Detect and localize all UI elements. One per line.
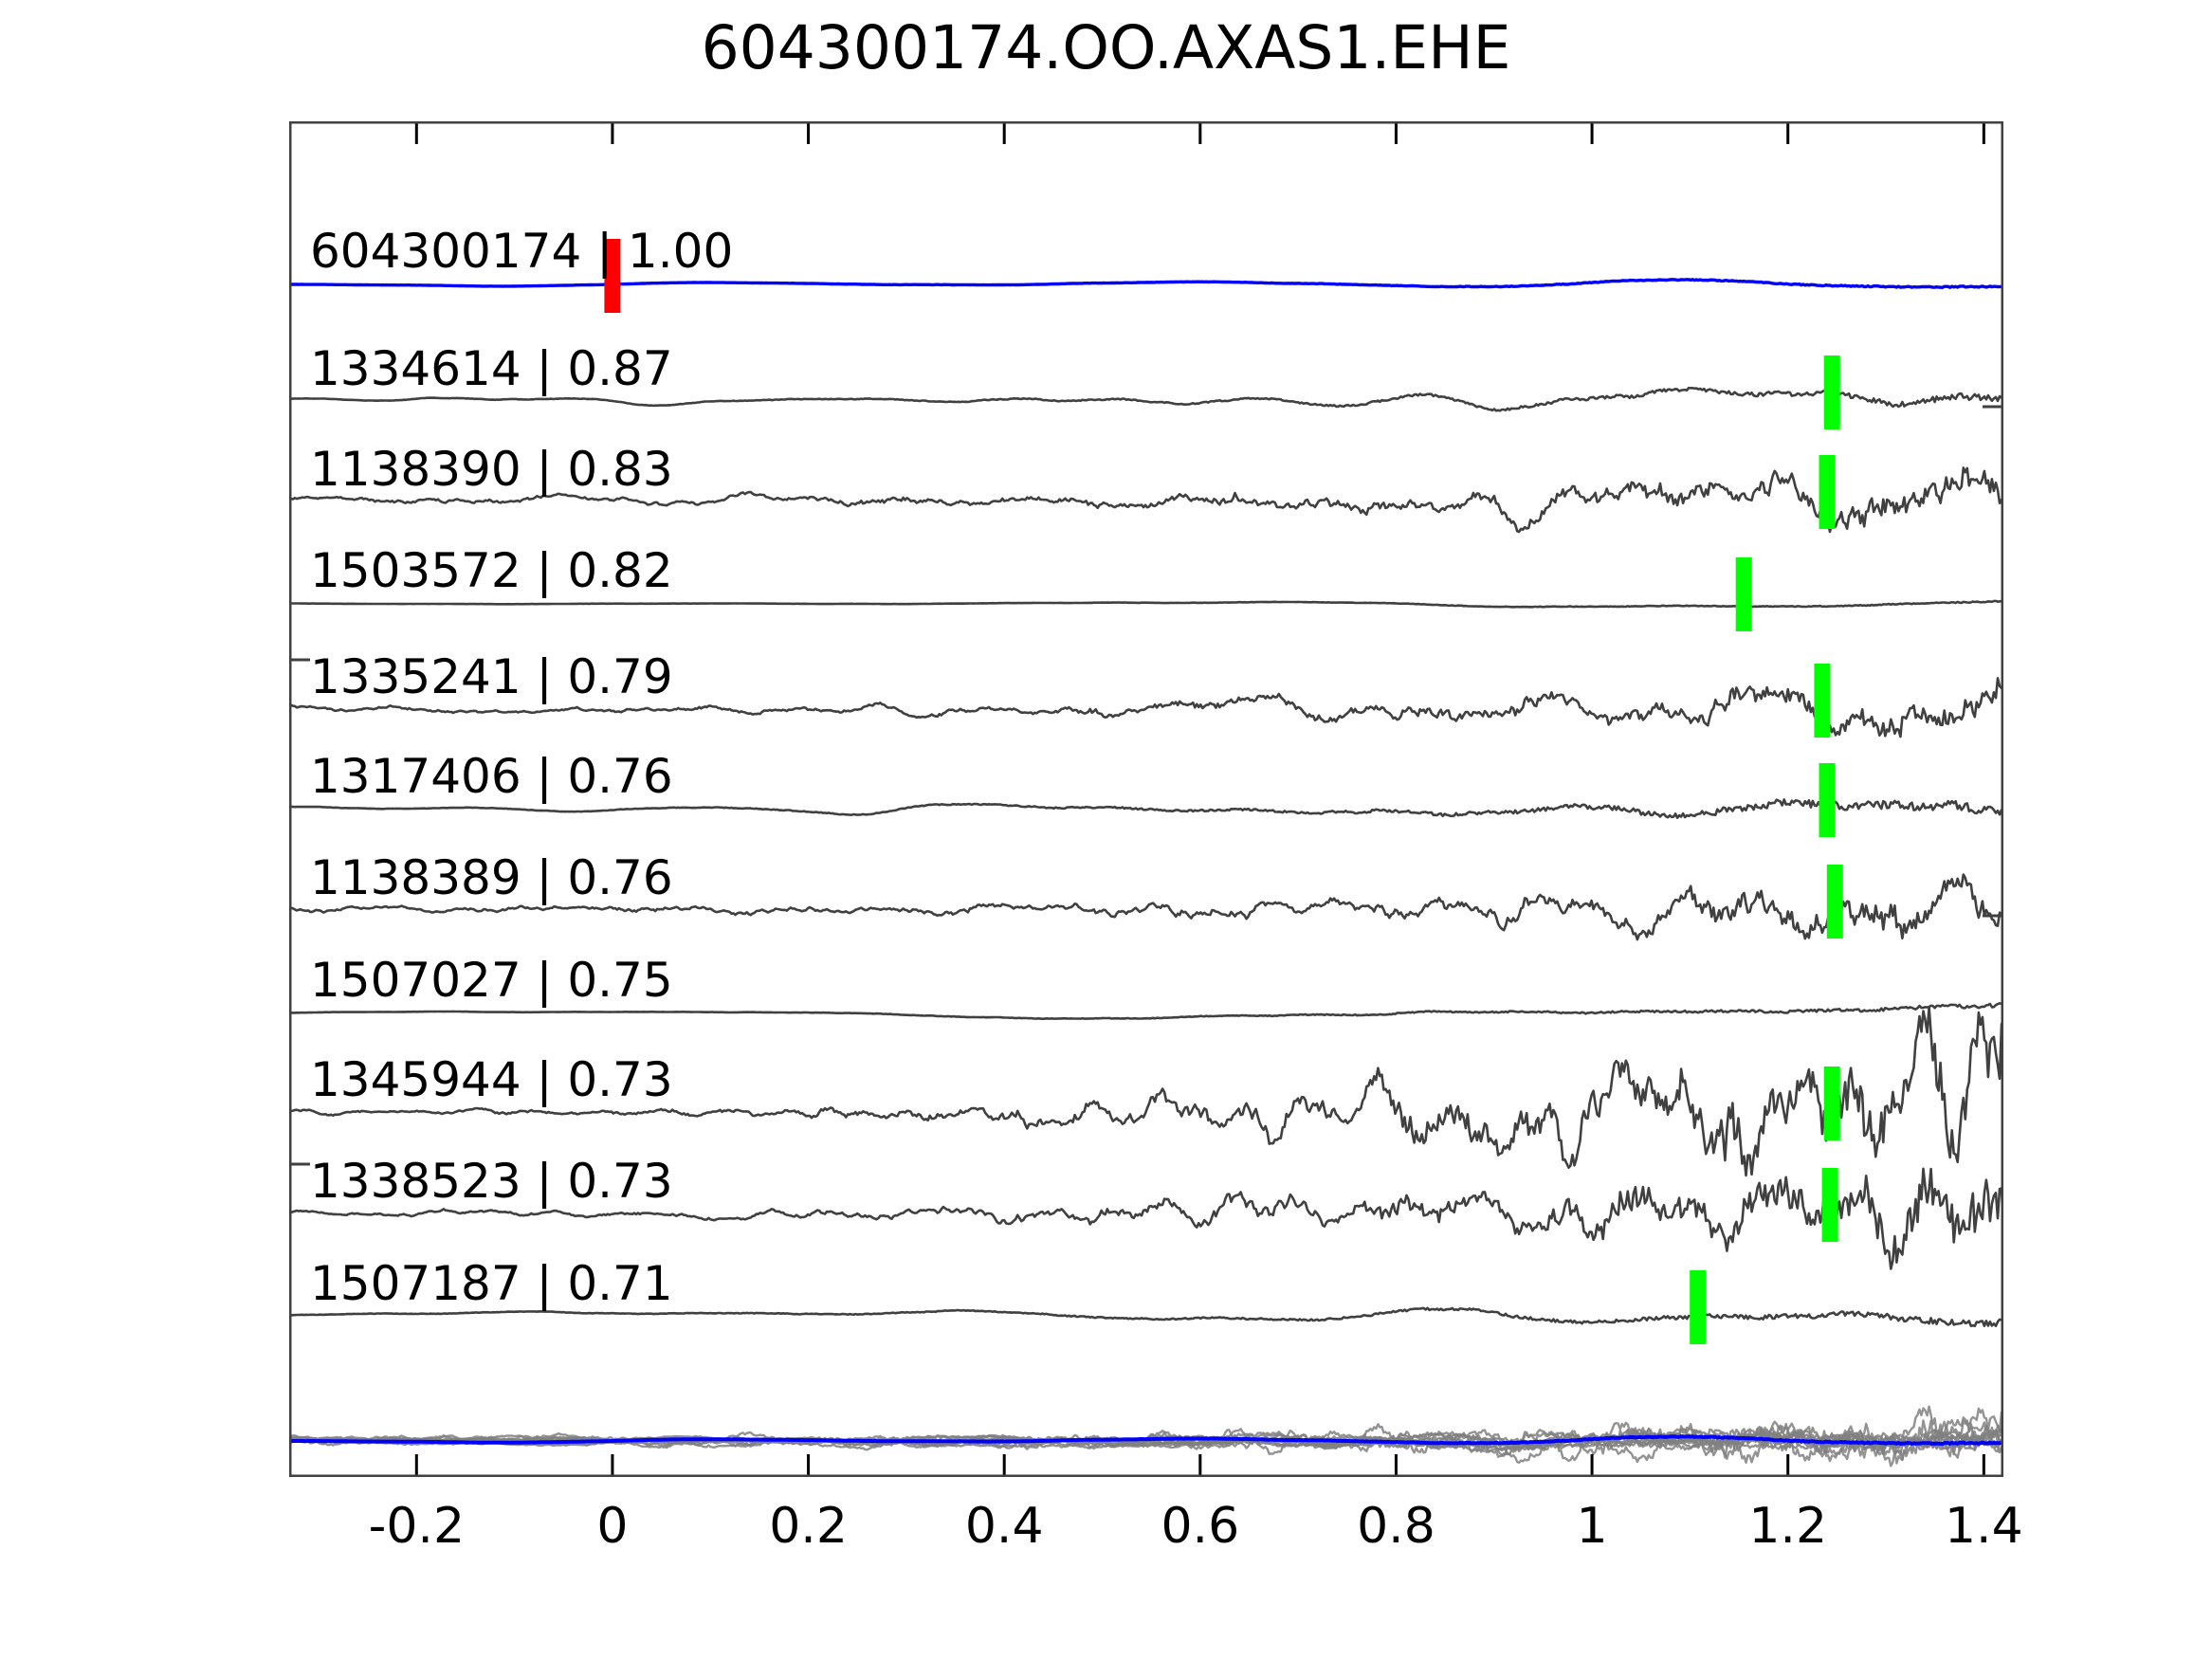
waveform-trace: [289, 386, 2003, 412]
trace-label-1345944: 1345944 | 0.73: [310, 1052, 673, 1107]
template-pick-marker: [604, 239, 621, 313]
stack-overlay-group: [289, 1405, 2003, 1468]
waveform-trace: [289, 873, 2003, 941]
trace-label-1507187: 1507187 | 0.71: [310, 1256, 673, 1311]
detection-pick-marker: [1735, 557, 1752, 631]
traces-group: [289, 278, 2003, 1328]
pick-markers-group: [604, 239, 1843, 1344]
x-tick-label: 0.6: [1161, 1498, 1240, 1555]
x-tick-label: 1.2: [1748, 1498, 1828, 1555]
trace-label-1338523: 1338523 | 0.73: [310, 1154, 673, 1209]
page-title: 604300174.OO.AXAS1.EHE: [701, 13, 1511, 82]
x-tick-label: 1.4: [1944, 1498, 2023, 1555]
waveform-trace: [289, 466, 2003, 534]
detection-pick-marker: [1823, 356, 1840, 429]
plot-frame: [289, 121, 2003, 1477]
plot-area: [289, 121, 2003, 1477]
plot-background: [289, 121, 2003, 1477]
stack-overlay-trace: [289, 1431, 2003, 1451]
x-tick-label: 0.8: [1357, 1498, 1435, 1555]
x-tick-label: 0.4: [964, 1498, 1044, 1555]
trace-label-1138390: 1138390 | 0.83: [310, 442, 673, 497]
waveform-trace: [289, 599, 2003, 609]
detection-pick-marker: [1819, 763, 1836, 837]
detection-pick-marker: [1821, 1168, 1838, 1242]
waveform-plot: [289, 121, 2003, 1477]
x-tick-label: -0.2: [368, 1498, 466, 1555]
detection-pick-marker: [1823, 1066, 1840, 1140]
waveform-trace: [289, 1002, 2003, 1020]
trace-label-1138389: 1138389 | 0.76: [310, 850, 673, 905]
waveform-trace: [289, 798, 2003, 819]
x-tick-label: 0: [596, 1498, 629, 1555]
detection-pick-marker: [1819, 455, 1836, 529]
axis-ticks-group: [414, 121, 1985, 1477]
x-tick-label: 1: [1576, 1498, 1608, 1555]
waveform-trace: [289, 1005, 2003, 1177]
detection-pick-marker: [1690, 1270, 1707, 1344]
trace-label-1317406: 1317406 | 0.76: [310, 749, 673, 804]
detection-pick-marker: [1826, 865, 1843, 939]
detection-pick-marker: [1814, 664, 1831, 738]
x-tick-label: 0.2: [769, 1498, 848, 1555]
waveform-trace: [289, 1167, 2003, 1270]
trace-label-1334614: 1334614 | 0.87: [310, 341, 673, 396]
stack-reference-trace: [289, 1434, 2003, 1446]
waveform-trace: [289, 1306, 2003, 1328]
trace-label-1507027: 1507027 | 0.75: [310, 953, 673, 1008]
waveform-trace: [289, 278, 2003, 289]
trace-label-1335241: 1335241 | 0.79: [310, 649, 673, 704]
trace-label-604300174: 604300174 | 1.00: [310, 224, 734, 279]
trace-label-1503572: 1503572 | 0.82: [310, 543, 673, 598]
waveform-trace: [289, 677, 2003, 738]
